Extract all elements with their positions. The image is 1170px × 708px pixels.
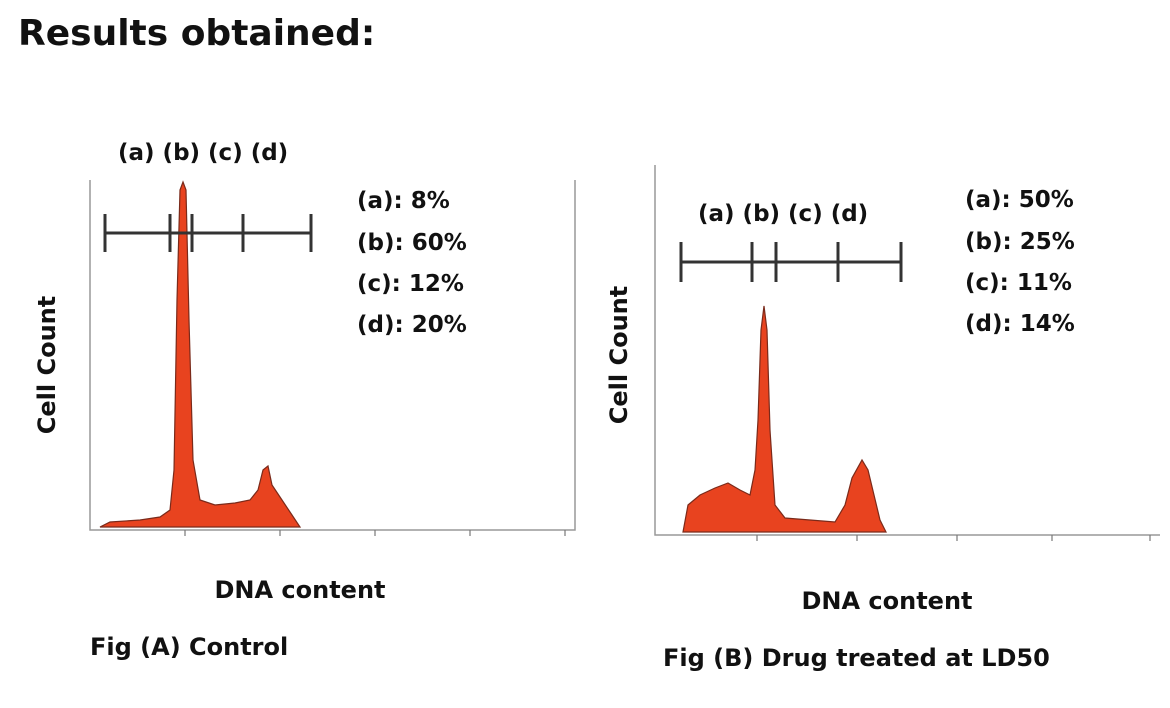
y-axis-label: Cell Count: [33, 296, 61, 434]
percentage: (a): 8%: [357, 188, 450, 214]
panel-b: (a) (b) (c) (d) (a): 50% (b): 25% (c): 1…: [605, 165, 1160, 672]
plot-frame: [89, 180, 576, 531]
slide-title: Results obtained:: [18, 13, 375, 54]
gate-labels: (a) (b) (c) (d): [698, 201, 868, 227]
gate-bar: [679, 242, 903, 282]
x-ticks: [756, 535, 1151, 541]
panel-a: (a) (b) (c) (d) (a): 8% (b): 60% (c): 12…: [33, 140, 576, 661]
gate-labels: (a) (b) (c) (d): [118, 140, 288, 166]
x-axis-label: DNA content: [214, 576, 385, 604]
x-axis-label: DNA content: [801, 587, 972, 615]
percentage: (c): 12%: [357, 271, 464, 297]
percentage: (b): 60%: [357, 230, 467, 256]
percentage: (b): 25%: [965, 229, 1075, 255]
plot-frame: [654, 165, 1160, 536]
histogram: [682, 305, 887, 533]
x-ticks: [184, 530, 566, 536]
percentage: (c): 11%: [965, 270, 1072, 296]
percentage: (a): 50%: [965, 187, 1074, 213]
y-axis-label: Cell Count: [605, 286, 633, 424]
gate-bar: [103, 214, 313, 252]
caption: Fig (A) Control: [90, 633, 288, 661]
percentage: (d): 14%: [965, 311, 1075, 337]
percentage: (d): 20%: [357, 312, 467, 338]
histogram: [99, 180, 302, 528]
caption: Fig (B) Drug treated at LD50: [663, 644, 1050, 672]
